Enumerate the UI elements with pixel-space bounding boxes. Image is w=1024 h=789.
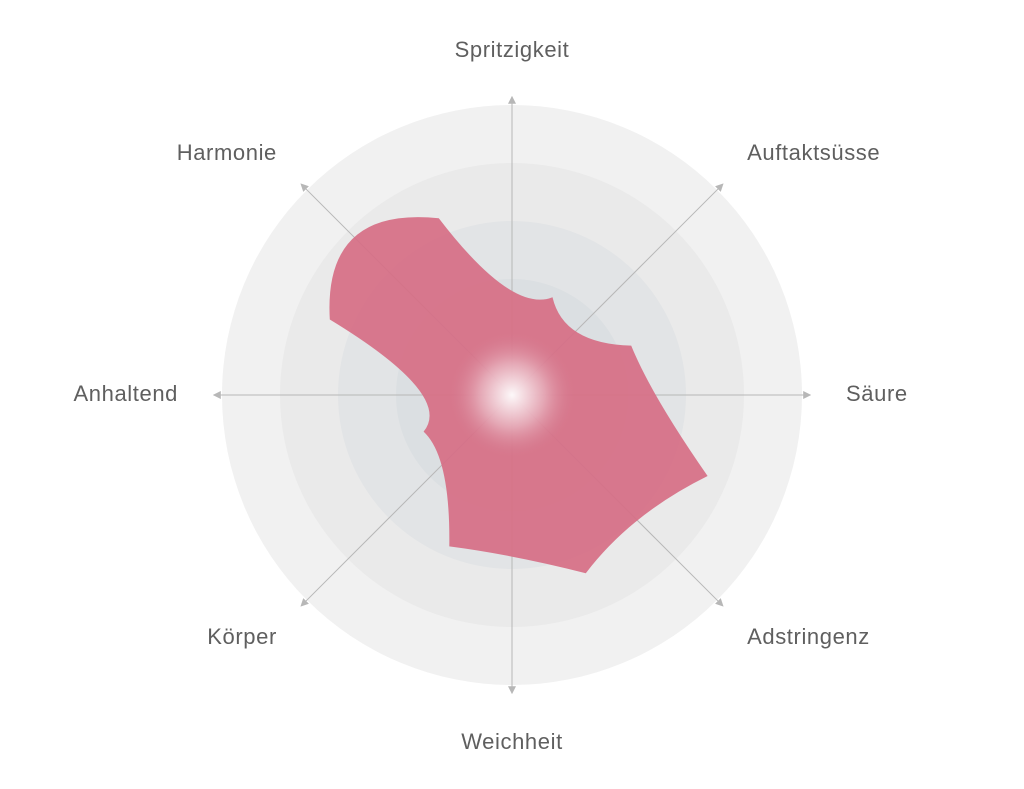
axis-label: Adstringenz <box>747 624 870 649</box>
axis-label: Auftaktsüsse <box>747 140 880 165</box>
axis-label: Säure <box>846 381 908 406</box>
axis-label: Harmonie <box>177 140 277 165</box>
radar-chart: Spritzigkeit Auftaktsüsse Säure Adstringenz… <box>0 0 1024 789</box>
axis-label: Weichheit <box>461 729 563 754</box>
radar-center-glow <box>419 302 605 488</box>
axis-label: Körper <box>207 624 277 649</box>
axis-label: Spritzigkeit <box>455 37 570 62</box>
axis-label: Anhaltend <box>74 381 179 406</box>
